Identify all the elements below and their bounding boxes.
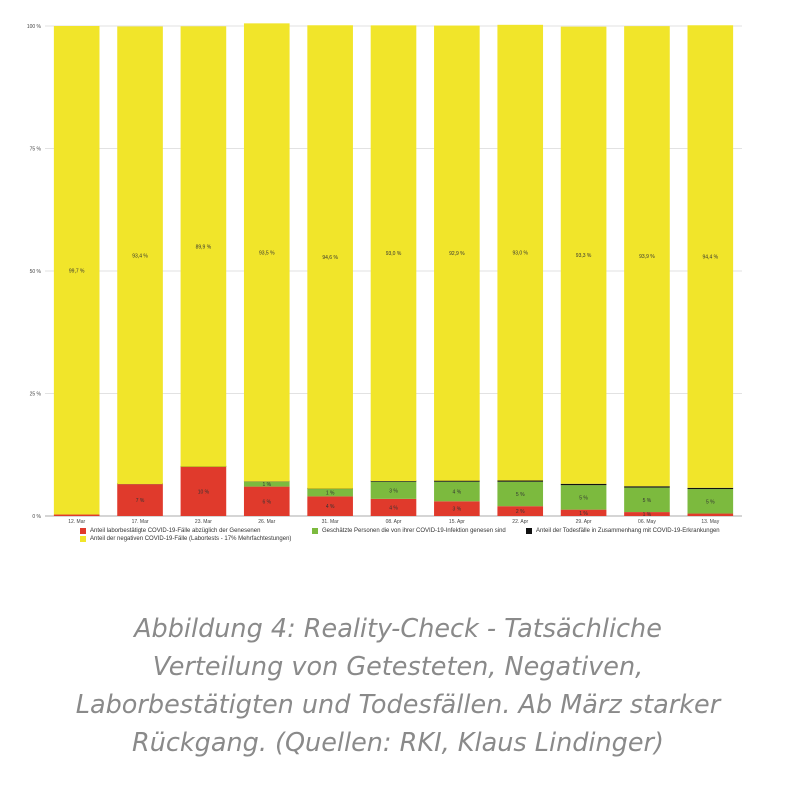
- data-label: 92,9 %: [449, 251, 465, 257]
- caption-line: Abbildung 4: Reality-Check - Tatsächlich…: [134, 614, 662, 644]
- bar-segment: [307, 496, 353, 516]
- legend-swatch-green: [312, 528, 318, 534]
- legend-item-yellow: Anteil der negativen COVID-19-Fälle (Lab…: [80, 536, 291, 542]
- y-tick-label: 50 %: [30, 269, 42, 275]
- data-label: 4 %: [453, 490, 462, 496]
- data-label: 5 %: [516, 492, 525, 498]
- bar-segment: [370, 480, 417, 482]
- bar-segment: [687, 487, 734, 490]
- caption-line: Rückgang. (Quellen: RKI, Klaus Lindinger…: [132, 728, 664, 758]
- x-tick-label: 23. Mar: [195, 519, 212, 525]
- data-label: 94,4 %: [703, 255, 719, 261]
- bar-segment: [560, 26, 607, 484]
- bar-segment: [434, 481, 480, 502]
- legend-label-red: Anteil laborbestätigte COVID-19-Fälle ab…: [90, 528, 261, 534]
- bar-segment: [687, 489, 734, 514]
- bar-segment: [624, 512, 670, 516]
- data-label: 93,5 %: [259, 250, 275, 256]
- legend-label-green: Geschätzte Personen die von ihrer COVID-…: [322, 528, 506, 534]
- data-label: 5 %: [643, 498, 652, 504]
- x-tick-label: 13. May: [701, 519, 719, 525]
- bar-segment: [687, 513, 734, 516]
- bar-segment: [243, 486, 290, 516]
- x-tick-label: 17. Mar: [132, 519, 149, 525]
- chart-legend: Anteil laborbestätigte COVID-19-Fälle ab…: [80, 528, 760, 548]
- data-label: 5 %: [579, 495, 588, 501]
- bar-segment: [560, 509, 607, 516]
- bar-segment: [370, 25, 417, 482]
- data-label: 1 %: [262, 482, 271, 488]
- legend-label-yellow: Anteil der negativen COVID-19-Fälle (Lab…: [90, 536, 292, 542]
- bar-segment: [117, 484, 163, 516]
- bar-segment: [560, 483, 607, 486]
- data-label: 94,6 %: [322, 255, 338, 261]
- bar-segment: [117, 26, 163, 485]
- bar-segment: [434, 501, 480, 516]
- x-tick-label: 08. Apr: [386, 519, 402, 525]
- y-tick-label: 100 %: [27, 24, 42, 30]
- data-label: 93,3 %: [576, 253, 592, 259]
- data-label: 5 %: [706, 499, 715, 505]
- bar-segment: [687, 25, 734, 488]
- legend-swatch-yellow: [80, 536, 86, 542]
- bar-segment: [370, 481, 417, 499]
- bar-segment: [497, 506, 544, 516]
- data-label: 3 %: [453, 507, 462, 513]
- bar-segment: [370, 498, 417, 516]
- bar-segment: [624, 26, 670, 487]
- bar-segment: [624, 487, 670, 513]
- legend-item-red: Anteil laborbestätigte COVID-19-Fälle ab…: [80, 528, 260, 534]
- bar-segment: [497, 480, 544, 482]
- bar-segment: [560, 485, 607, 510]
- data-label: 3 %: [389, 488, 398, 494]
- y-tick-label: 25 %: [30, 392, 42, 398]
- bar-segment: [307, 25, 353, 489]
- bar-segment: [180, 467, 227, 516]
- data-label: 93,0 %: [386, 251, 402, 257]
- data-label: 4 %: [389, 505, 398, 511]
- x-tick-label: 12. Mar: [68, 519, 85, 525]
- bar-segment: [434, 480, 480, 482]
- bar-segment: [434, 25, 480, 481]
- x-tick-label: 15. Apr: [449, 519, 465, 525]
- legend-swatch-red: [80, 528, 86, 534]
- data-label: 4 %: [326, 504, 335, 510]
- x-tick-label: 31. Mar: [322, 519, 339, 525]
- data-label: 93,0 %: [512, 251, 528, 257]
- data-label: 7 %: [136, 498, 145, 504]
- legend-label-black: Anteil der Todesfälle in Zusammenhang mi…: [536, 528, 720, 534]
- data-label: 99,7 %: [69, 268, 85, 274]
- bar-segment: [243, 481, 290, 487]
- data-label: 1 %: [579, 511, 588, 517]
- x-tick-label: 22. Apr: [512, 519, 528, 525]
- x-tick-label: 26. Mar: [258, 519, 275, 525]
- data-label: 89,9 %: [196, 245, 212, 251]
- caption-line: Verteilung von Getesteten, Negativen,: [152, 652, 644, 682]
- y-tick-label: 0 %: [32, 514, 41, 520]
- data-label: 93,4 %: [132, 253, 148, 259]
- legend-swatch-black: [526, 528, 532, 534]
- caption-line: Laborbestätigten und Todesfällen. Ab Mär…: [75, 690, 721, 720]
- bar-segment: [243, 23, 290, 482]
- data-label: 2 %: [516, 509, 525, 515]
- figure-caption: Abbildung 4: Reality-Check - Tatsächlich…: [20, 610, 776, 762]
- x-tick-label: 06. May: [638, 519, 656, 525]
- bar-segment: [53, 26, 100, 515]
- data-label: 10 %: [198, 490, 210, 496]
- data-label: 93,9 %: [639, 254, 655, 260]
- legend-item-green: Geschätzte Personen die von ihrer COVID-…: [312, 528, 506, 534]
- bar-segment: [180, 26, 227, 467]
- x-tick-label: 29. Apr: [576, 519, 592, 525]
- y-tick-label: 75 %: [30, 147, 42, 153]
- bar-segment: [624, 486, 670, 488]
- bar-segment: [307, 489, 353, 497]
- legend-item-black: Anteil der Todesfälle in Zusammenhang mi…: [526, 528, 720, 534]
- data-label: 1 %: [326, 491, 335, 497]
- bar-segment: [53, 514, 100, 516]
- bar-segment: [497, 24, 544, 481]
- bar-segment: [497, 481, 544, 507]
- data-label: 6 %: [262, 499, 271, 505]
- data-label: 1 %: [643, 512, 652, 518]
